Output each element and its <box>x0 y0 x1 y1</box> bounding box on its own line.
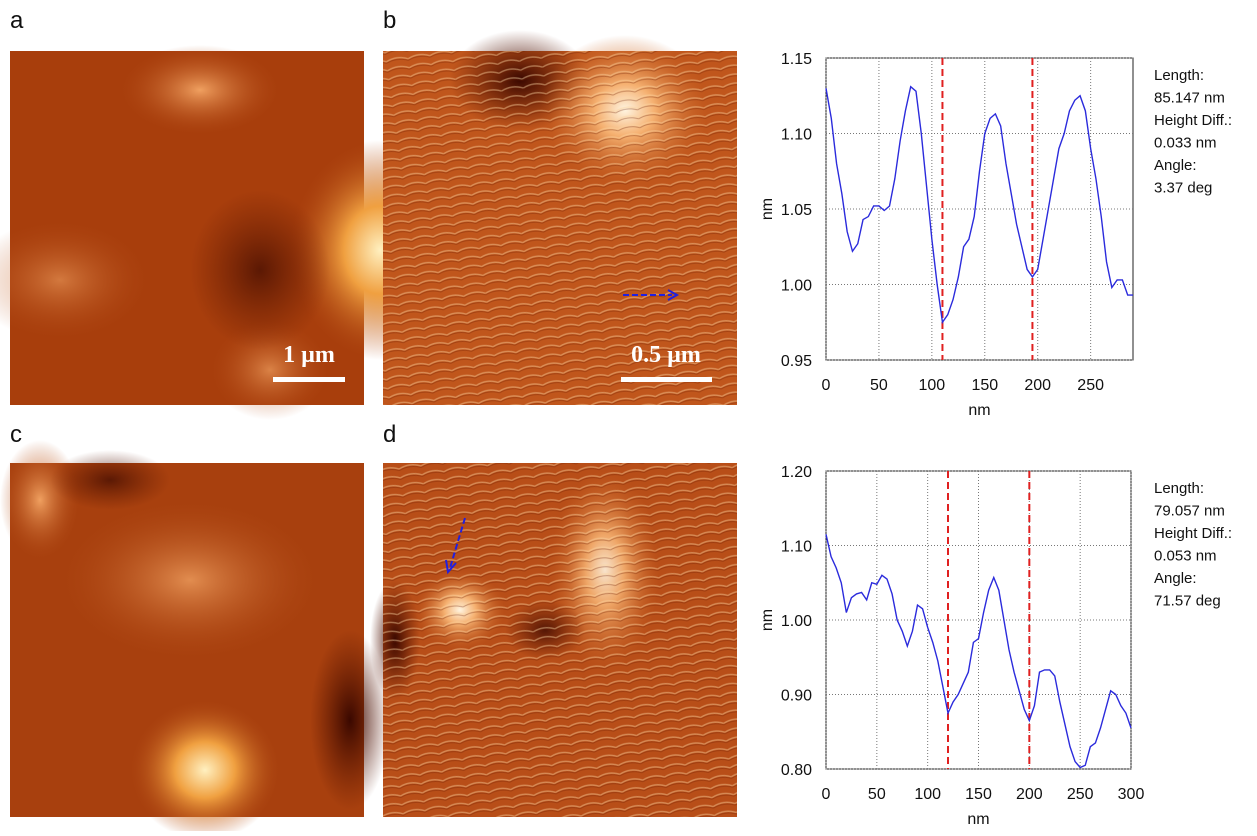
y-tick-label: 1.05 <box>781 202 812 219</box>
y-tick-label: 1.00 <box>781 613 812 630</box>
annotation: Angle: <box>1154 570 1197 587</box>
scale-bar-label: 0.5 µm <box>631 342 701 368</box>
annotation: Height Diff.: <box>1154 112 1232 129</box>
panel-label: a <box>10 7 24 34</box>
x-tick-label: 150 <box>965 786 992 803</box>
annotation: Length: <box>1154 480 1204 497</box>
annotation: Height Diff.: <box>1154 525 1232 542</box>
panel-label: d <box>383 421 396 448</box>
x-tick-label: 250 <box>1077 377 1104 394</box>
x-tick-label: 200 <box>1024 377 1051 394</box>
annotation: 85.147 nm <box>1154 90 1225 107</box>
y-tick-label: 0.90 <box>781 688 812 705</box>
annotation: 0.033 nm <box>1154 135 1217 152</box>
x-tick-label: 0 <box>822 377 831 394</box>
scale-bar-label: 1 µm <box>283 342 335 368</box>
x-axis-label: nm <box>968 402 990 419</box>
afm-image-c <box>0 440 390 836</box>
x-tick-label: 100 <box>914 786 941 803</box>
x-tick-label: 250 <box>1067 786 1094 803</box>
y-tick-label: 1.10 <box>781 539 812 556</box>
y-axis-label: nm <box>759 198 776 220</box>
x-tick-label: 150 <box>971 377 998 394</box>
y-axis-label: nm <box>759 609 776 631</box>
annotation: Angle: <box>1154 157 1197 174</box>
annotation: 71.57 deg <box>1154 593 1221 610</box>
profile-line <box>825 85 1133 325</box>
x-tick-label: 100 <box>919 377 946 394</box>
y-tick-label: 1.10 <box>781 127 812 144</box>
annotation: 79.057 nm <box>1154 503 1225 520</box>
y-tick-label: 0.95 <box>781 353 812 370</box>
panel-label: b <box>383 7 396 34</box>
x-axis-label: nm <box>967 811 989 828</box>
annotation: 3.37 deg <box>1154 180 1212 197</box>
x-tick-label: 50 <box>868 786 886 803</box>
afm-image-d <box>370 463 737 817</box>
y-tick-label: 1.20 <box>781 464 812 481</box>
y-tick-label: 1.00 <box>781 278 812 295</box>
x-tick-label: 0 <box>822 786 831 803</box>
y-tick-label: 0.80 <box>781 762 812 779</box>
afm-image-b <box>383 30 737 405</box>
annotation: 0.053 nm <box>1154 548 1217 565</box>
y-tick-label: 1.15 <box>781 51 812 68</box>
x-tick-label: 50 <box>870 377 888 394</box>
annotation: Length: <box>1154 67 1204 84</box>
profile-line <box>825 534 1132 769</box>
x-tick-label: 300 <box>1118 786 1145 803</box>
x-tick-label: 200 <box>1016 786 1043 803</box>
panel-label: c <box>10 421 22 448</box>
